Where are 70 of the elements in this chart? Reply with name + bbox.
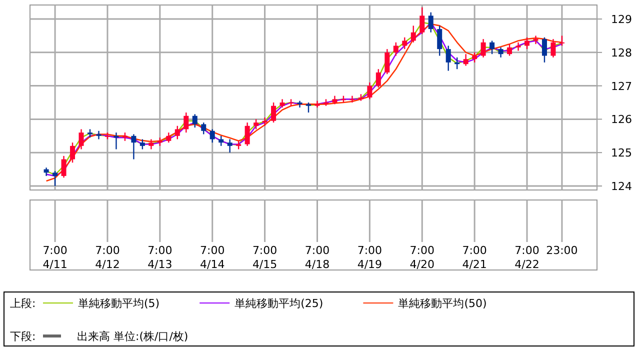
candlestick xyxy=(516,42,521,52)
candlestick xyxy=(61,155,66,178)
candlestick xyxy=(367,82,372,100)
candlestick xyxy=(148,138,154,150)
candlestick xyxy=(52,170,58,187)
candlestick xyxy=(271,102,276,124)
candlestick xyxy=(174,125,180,140)
x-tick-label: 7:00 4/13 xyxy=(148,244,172,271)
y-tick-label: 124 xyxy=(611,180,632,193)
legend-label: 単純移動平均(5) xyxy=(78,297,160,310)
candlestick xyxy=(490,40,495,55)
candlestick xyxy=(533,35,538,45)
candlestick xyxy=(402,36,408,50)
candlestick xyxy=(254,118,259,130)
candlestick xyxy=(244,122,250,147)
candlestick xyxy=(114,132,119,150)
candlestick xyxy=(131,134,136,160)
candlestick xyxy=(542,36,547,64)
candlestick xyxy=(184,112,189,134)
candlestick xyxy=(376,68,381,88)
candlestick xyxy=(78,128,84,150)
x-tick-label: 23:00 xyxy=(546,244,578,257)
candlestick xyxy=(446,45,451,72)
candlestick xyxy=(210,128,215,144)
x-tick-label: 7:00 4/20 xyxy=(410,244,434,271)
candlestick xyxy=(96,130,102,140)
x-tick-label: 7:00 4/21 xyxy=(462,244,487,271)
y-tick-label: 127 xyxy=(611,80,632,93)
y-tick-label: 126 xyxy=(611,113,632,126)
text: 下段: xyxy=(10,330,36,343)
candlestick xyxy=(393,42,398,56)
candlestick xyxy=(437,25,442,56)
candlestick xyxy=(192,114,198,128)
candlestick xyxy=(306,102,311,114)
y-tick-label: 125 xyxy=(611,146,632,160)
legend-label: 単純移動平均(25) xyxy=(234,297,324,310)
candlestick xyxy=(507,43,512,56)
candlestick xyxy=(559,35,564,46)
candlestick xyxy=(384,48,390,75)
candlestick xyxy=(140,138,145,150)
x-tick-label: 7:00 4/22 xyxy=(514,244,540,271)
candlestick xyxy=(218,135,224,147)
text: 上段: xyxy=(10,297,36,310)
x-tick-label: 7:00 4/19 xyxy=(357,244,382,271)
candlestick xyxy=(201,122,206,135)
legend-label: 単純移動平均(50) xyxy=(398,297,487,310)
candlestick xyxy=(498,46,504,58)
x-tick-label: 7:00 4/14 xyxy=(200,244,225,271)
candlestick xyxy=(420,6,425,35)
candlestick xyxy=(454,56,460,70)
x-tick-label: 7:00 4/15 xyxy=(252,244,278,271)
candlestick xyxy=(297,100,302,108)
candlestick xyxy=(350,95,355,104)
candlestick xyxy=(262,116,268,126)
candlestick xyxy=(550,38,556,58)
candlestick xyxy=(472,52,478,64)
legend-label: 出来高 単位:(株/口/枚) xyxy=(77,330,188,343)
candlestick xyxy=(227,138,232,154)
candlestick xyxy=(524,36,530,50)
x-tick-label: 7:00 4/12 xyxy=(95,244,120,271)
x-tick-label: 7:00 4/18 xyxy=(304,244,330,271)
candlestick xyxy=(463,53,468,66)
candlestick xyxy=(480,38,486,58)
candlestick xyxy=(428,12,434,33)
y-tick-label: 128 xyxy=(611,46,632,60)
x-tick-label: 7:00 4/11 xyxy=(42,244,68,271)
y-tick-label: 129 xyxy=(611,13,632,26)
candlestick xyxy=(410,25,416,43)
candlestick xyxy=(70,142,76,164)
candlestick xyxy=(166,132,172,144)
